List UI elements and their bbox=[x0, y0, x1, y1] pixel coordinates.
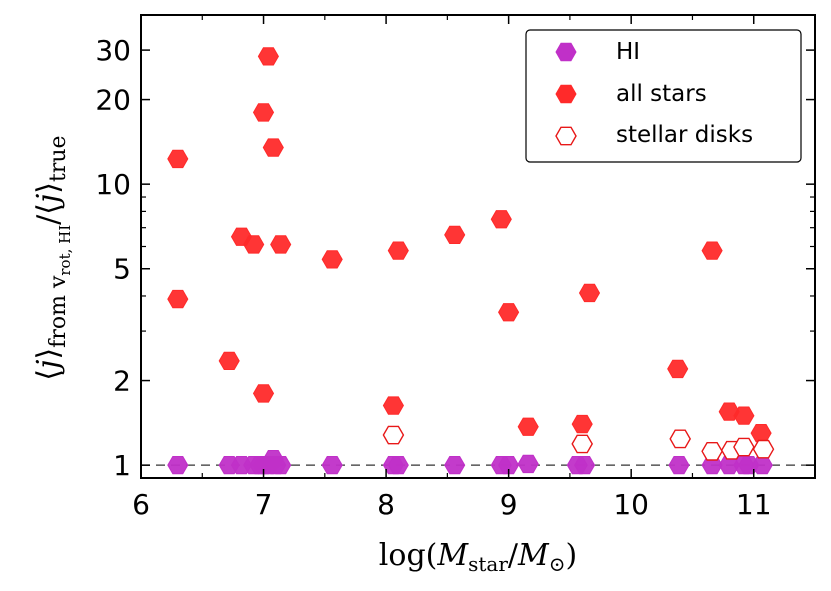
legend-marker-stellar-disks bbox=[555, 126, 577, 146]
marker-all-stars bbox=[243, 235, 265, 254]
y-tick-label: 10 bbox=[95, 168, 131, 201]
data-markers bbox=[167, 47, 775, 475]
legend-label-stellar-disks: stellar disks bbox=[616, 122, 753, 148]
marker-all-stars bbox=[218, 351, 240, 370]
marker-all-stars bbox=[382, 396, 404, 415]
axis-ticks bbox=[140, 14, 816, 478]
marker-stellar-disks bbox=[669, 429, 692, 449]
marker-all-stars bbox=[167, 289, 189, 309]
marker-all-stars bbox=[252, 103, 275, 122]
marker-stellar-disks bbox=[733, 437, 755, 457]
legend: HI all stars stellar disks bbox=[525, 29, 802, 163]
y-tick-label: 2 bbox=[113, 365, 131, 398]
marker-hi bbox=[321, 456, 343, 475]
x-tick-label: 9 bbox=[500, 488, 518, 521]
marker-all-stars bbox=[667, 359, 689, 379]
marker-all-stars bbox=[733, 406, 755, 425]
x-tick-label: 6 bbox=[132, 488, 150, 521]
x-tick-label: 8 bbox=[377, 488, 395, 521]
plot-area bbox=[140, 14, 816, 479]
x-tick-label: 7 bbox=[255, 488, 273, 521]
x-tick-label: 10 bbox=[613, 488, 649, 521]
marker-stellar-disks bbox=[571, 434, 594, 454]
y-axis-label: ⟨j⟩from vrot, HI/⟨j⟩true bbox=[31, 135, 74, 380]
marker-all-stars bbox=[387, 241, 409, 260]
marker-stellar-disks bbox=[382, 425, 405, 445]
x-tick-label: 11 bbox=[736, 488, 772, 521]
marker-all-stars bbox=[498, 303, 520, 322]
marker-all-stars bbox=[701, 241, 723, 260]
marker-hi bbox=[668, 456, 690, 475]
marker-hi bbox=[444, 456, 466, 475]
marker-hi bbox=[387, 456, 409, 475]
legend-box bbox=[525, 29, 802, 163]
marker-all-stars bbox=[270, 235, 292, 254]
legend-label-all-stars: all stars bbox=[616, 81, 707, 107]
marker-all-stars bbox=[517, 417, 539, 436]
x-axis-label: log(Mstar/M⊙) bbox=[379, 538, 577, 576]
marker-hi bbox=[574, 456, 596, 475]
marker-all-stars bbox=[257, 47, 279, 66]
marker-all-stars bbox=[444, 225, 466, 244]
legend-marker-all-stars bbox=[555, 84, 577, 104]
y-tick-label: 5 bbox=[113, 253, 131, 286]
legend-label-hi: HI bbox=[616, 39, 640, 65]
marker-hi bbox=[270, 456, 292, 475]
marker-all-stars bbox=[578, 283, 601, 303]
y-tick-label: 30 bbox=[95, 34, 131, 67]
marker-hi bbox=[167, 456, 189, 475]
marker-all-stars bbox=[321, 250, 343, 269]
y-tick-label: 1 bbox=[113, 449, 131, 482]
marker-all-stars bbox=[262, 138, 284, 157]
marker-all-stars bbox=[167, 149, 189, 169]
marker-all-stars bbox=[252, 384, 275, 403]
legend-marker-hi bbox=[555, 42, 577, 62]
y-tick-label: 20 bbox=[95, 84, 131, 117]
marker-hi bbox=[498, 456, 520, 475]
marker-stellar-disks bbox=[752, 439, 775, 459]
marker-all-stars bbox=[490, 210, 512, 229]
marker-all-stars bbox=[571, 414, 593, 434]
marker-hi bbox=[751, 456, 773, 475]
marker-hi bbox=[517, 454, 539, 474]
marker-stellar-disks bbox=[701, 442, 723, 461]
marker-all-stars bbox=[750, 424, 772, 443]
